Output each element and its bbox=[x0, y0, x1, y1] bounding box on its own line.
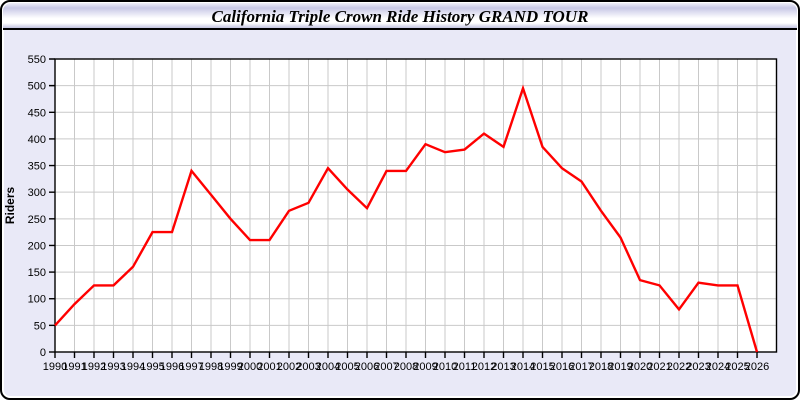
svg-text:1998: 1998 bbox=[199, 361, 223, 373]
svg-text:1997: 1997 bbox=[179, 361, 203, 373]
svg-text:2018: 2018 bbox=[589, 361, 613, 373]
svg-text:1996: 1996 bbox=[160, 361, 184, 373]
svg-text:2025: 2025 bbox=[725, 361, 749, 373]
svg-text:1990: 1990 bbox=[43, 361, 67, 373]
svg-text:2007: 2007 bbox=[374, 361, 398, 373]
page-title: California Triple Crown Ride History GRA… bbox=[211, 7, 589, 26]
svg-text:2013: 2013 bbox=[491, 361, 515, 373]
svg-text:300: 300 bbox=[28, 187, 46, 199]
svg-text:2019: 2019 bbox=[608, 361, 632, 373]
svg-text:0: 0 bbox=[40, 347, 46, 359]
svg-text:1995: 1995 bbox=[140, 361, 164, 373]
svg-text:2016: 2016 bbox=[550, 361, 574, 373]
svg-text:2002: 2002 bbox=[277, 361, 301, 373]
svg-text:2021: 2021 bbox=[647, 361, 671, 373]
svg-text:1994: 1994 bbox=[121, 361, 145, 373]
svg-text:2022: 2022 bbox=[667, 361, 691, 373]
svg-text:2014: 2014 bbox=[511, 361, 535, 373]
svg-text:2026: 2026 bbox=[745, 361, 769, 373]
svg-text:2010: 2010 bbox=[433, 361, 457, 373]
svg-text:100: 100 bbox=[28, 294, 46, 306]
svg-text:2008: 2008 bbox=[394, 361, 418, 373]
svg-text:2023: 2023 bbox=[686, 361, 710, 373]
svg-text:2003: 2003 bbox=[296, 361, 320, 373]
svg-text:1993: 1993 bbox=[101, 361, 125, 373]
svg-text:2005: 2005 bbox=[335, 361, 359, 373]
svg-text:150: 150 bbox=[28, 267, 46, 279]
svg-text:2001: 2001 bbox=[257, 361, 281, 373]
svg-text:2012: 2012 bbox=[472, 361, 496, 373]
title-bar: California Triple Crown Ride History GRA… bbox=[3, 3, 797, 30]
svg-text:2020: 2020 bbox=[628, 361, 652, 373]
svg-text:500: 500 bbox=[28, 81, 46, 93]
svg-text:350: 350 bbox=[28, 161, 46, 173]
svg-text:2024: 2024 bbox=[706, 361, 730, 373]
svg-text:200: 200 bbox=[28, 240, 46, 252]
svg-text:2006: 2006 bbox=[355, 361, 379, 373]
svg-text:2017: 2017 bbox=[569, 361, 593, 373]
svg-text:250: 250 bbox=[28, 214, 46, 226]
svg-text:2009: 2009 bbox=[413, 361, 437, 373]
svg-text:2015: 2015 bbox=[530, 361, 554, 373]
svg-text:450: 450 bbox=[28, 107, 46, 119]
svg-text:1992: 1992 bbox=[82, 361, 106, 373]
svg-text:1999: 1999 bbox=[218, 361, 242, 373]
svg-text:Riders: Riders bbox=[3, 187, 17, 225]
svg-text:2000: 2000 bbox=[238, 361, 262, 373]
svg-text:50: 50 bbox=[34, 320, 46, 332]
svg-text:400: 400 bbox=[28, 134, 46, 146]
svg-text:2004: 2004 bbox=[316, 361, 340, 373]
svg-text:1991: 1991 bbox=[62, 361, 86, 373]
svg-text:2011: 2011 bbox=[453, 361, 477, 373]
svg-text:550: 550 bbox=[28, 54, 46, 66]
